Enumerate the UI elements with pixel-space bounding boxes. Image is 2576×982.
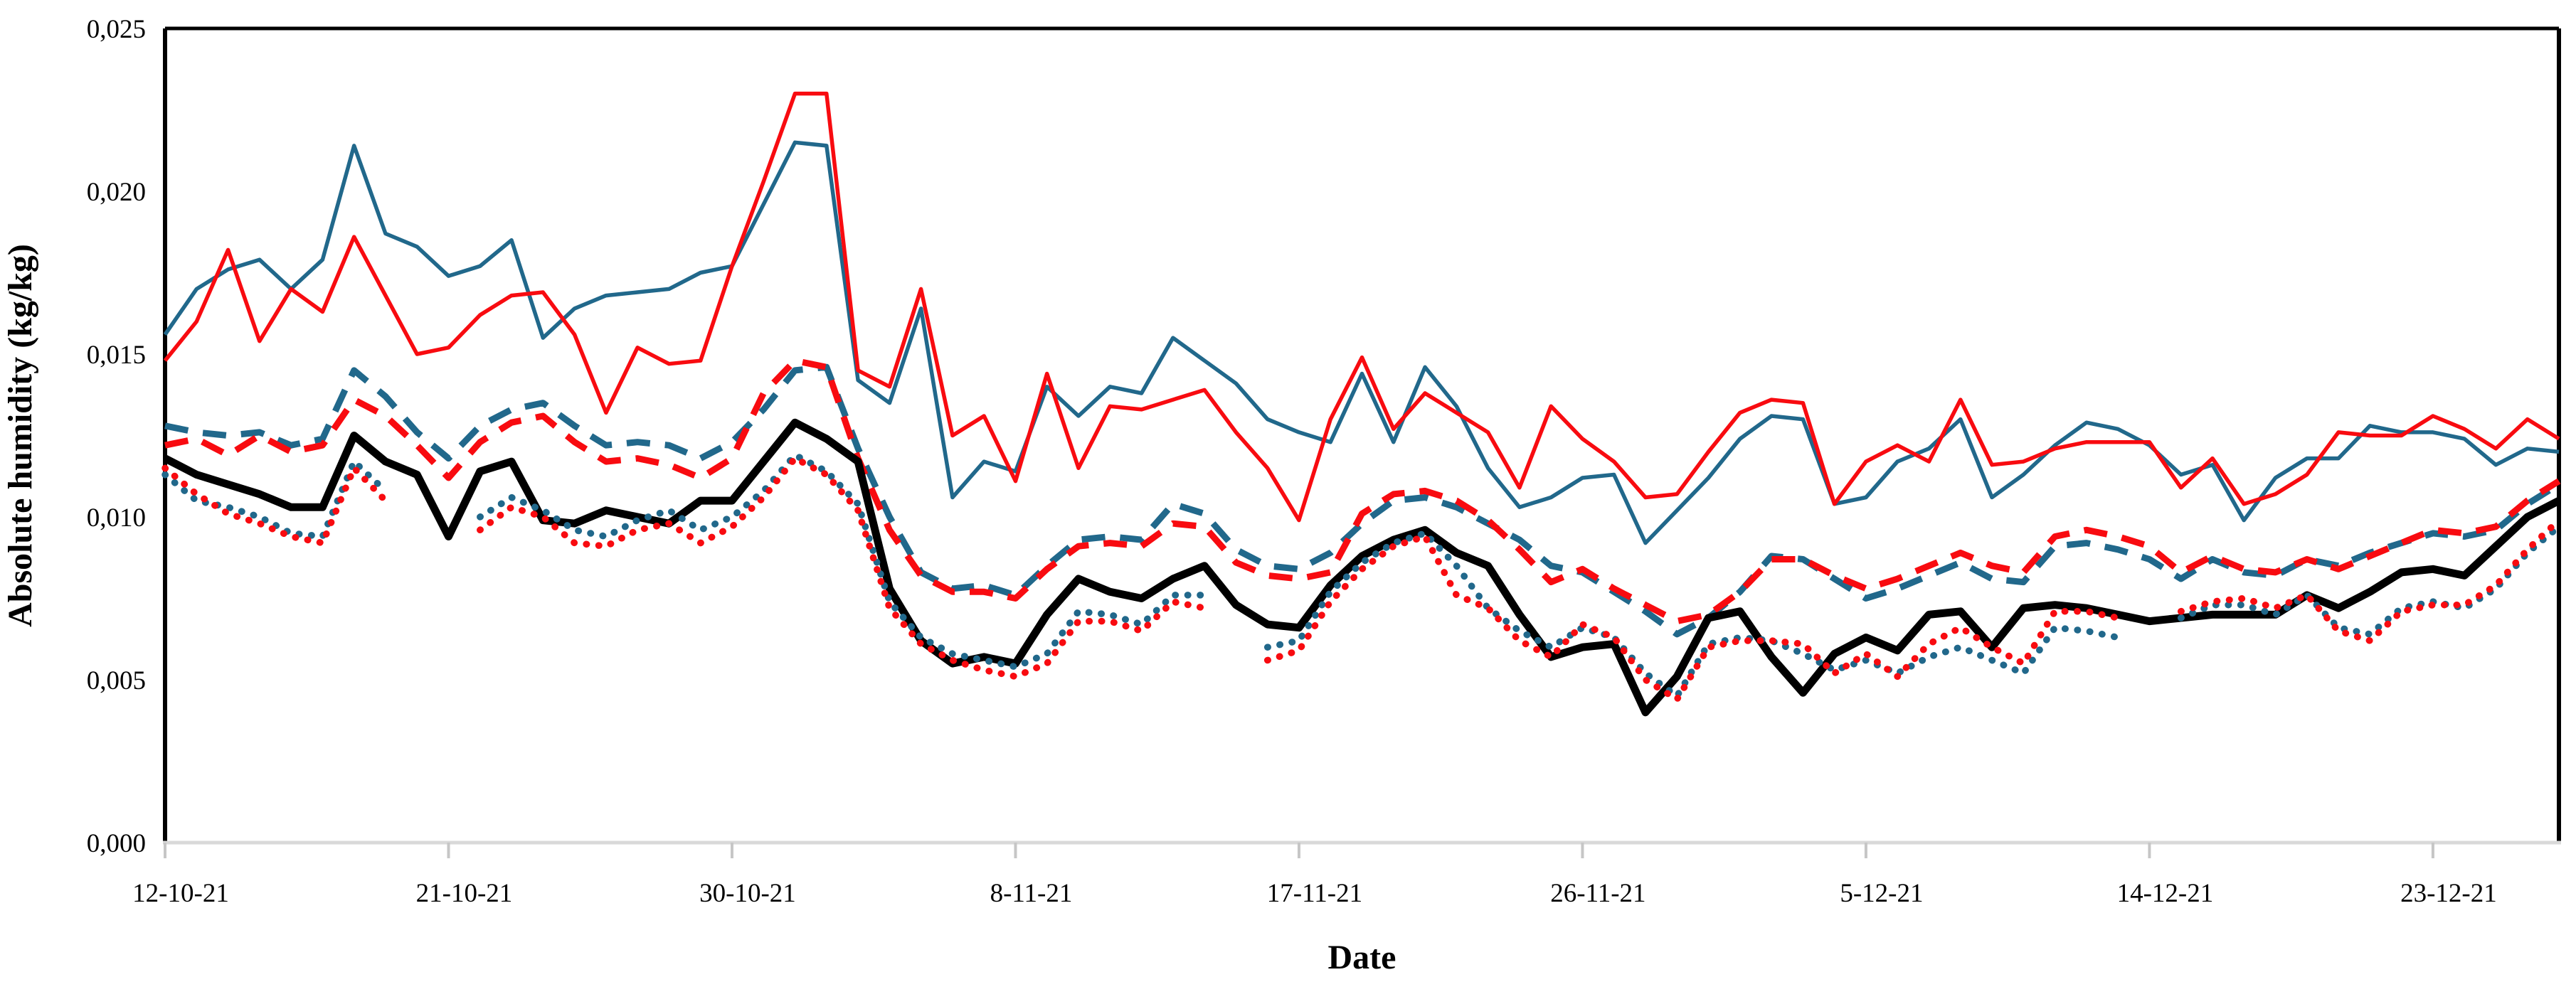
- x-tick-label: 21-10-21: [416, 879, 513, 908]
- x-axis-title: Date: [1328, 939, 1396, 976]
- series-dashed-red: [164, 357, 2561, 625]
- x-tick-label: 14-12-21: [2117, 879, 2214, 908]
- x-tick-label: 8-11-21: [990, 879, 1073, 908]
- series-dotted-blue: [161, 452, 2562, 700]
- series-dotted-red: [161, 454, 2562, 703]
- x-tick-label: 12-10-21: [132, 879, 229, 908]
- y-tick-label: 0,020: [87, 178, 146, 207]
- x-tick-label: 17-11-21: [1267, 879, 1362, 908]
- x-tick-label: 23-12-21: [2400, 879, 2497, 908]
- y-tick-label: 0,025: [87, 15, 146, 44]
- y-axis-title: Absolute humidity (kg/kg): [1, 244, 39, 627]
- series-dashed-blue: [164, 363, 2561, 638]
- y-tick-label: 0,015: [87, 341, 146, 370]
- series-solid-black-thick: [163, 418, 2561, 717]
- series-solid-red: [163, 91, 2560, 523]
- y-tick-label: 0,005: [87, 666, 146, 695]
- x-tick-label: 30-10-21: [699, 879, 796, 908]
- y-tick-label: 0,010: [87, 503, 146, 533]
- x-tick-label: 5-12-21: [1840, 879, 1923, 908]
- y-tick-label: 0,000: [87, 829, 146, 858]
- x-tick-label: 26-11-21: [1550, 879, 1645, 908]
